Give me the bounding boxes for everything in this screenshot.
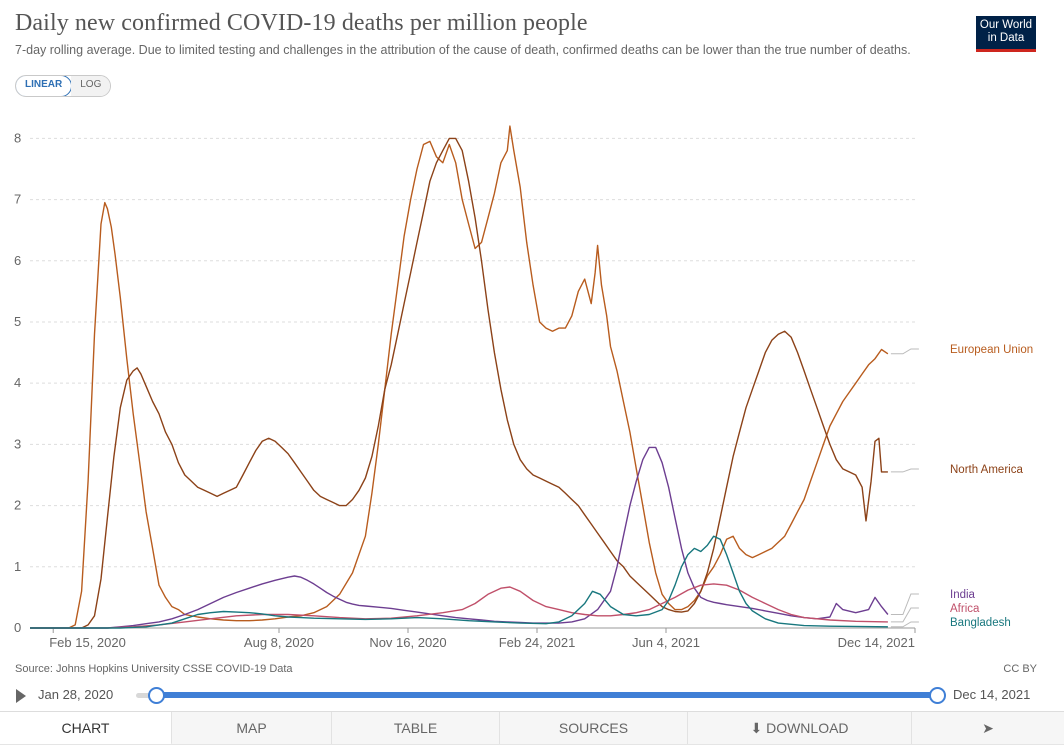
tab-map[interactable]: MAP bbox=[172, 712, 332, 745]
x-tick-label: Nov 16, 2020 bbox=[369, 635, 446, 650]
linear-scale-button[interactable]: LINEAR bbox=[16, 76, 73, 96]
tab-download-label: DOWNLOAD bbox=[766, 720, 849, 736]
end-label: Africa bbox=[950, 603, 980, 615]
source-note[interactable]: Source: Johns Hopkins University CSSE CO… bbox=[15, 663, 293, 675]
x-tick-label: Jun 4, 2021 bbox=[632, 635, 700, 650]
download-icon: ⬇ bbox=[750, 720, 763, 736]
tab-download[interactable]: ⬇ DOWNLOAD bbox=[688, 712, 912, 745]
end-label: India bbox=[950, 589, 976, 601]
y-tick-label: 5 bbox=[14, 314, 21, 329]
end-label: Bangladesh bbox=[950, 617, 1011, 629]
scale-toggle: LINEAR LOG bbox=[15, 75, 112, 97]
tab-chart[interactable]: CHART bbox=[0, 712, 172, 745]
tab-sources[interactable]: SOURCES bbox=[500, 712, 688, 745]
x-tick-label: Dec 14, 2021 bbox=[838, 635, 915, 650]
y-tick-label: 8 bbox=[14, 130, 21, 145]
license-link[interactable]: CC BY bbox=[1003, 663, 1037, 675]
end-label: North America bbox=[950, 464, 1023, 476]
y-tick-label: 7 bbox=[14, 192, 21, 207]
y-tick-label: 0 bbox=[14, 620, 21, 635]
end-label-connector bbox=[890, 348, 919, 355]
chart-title: Daily new confirmed COVID-19 deaths per … bbox=[15, 10, 588, 36]
bottom-border bbox=[0, 744, 1064, 756]
play-icon[interactable] bbox=[16, 689, 26, 703]
y-tick-label: 6 bbox=[14, 253, 21, 268]
y-tick-label: 1 bbox=[14, 559, 21, 574]
end-label-connector bbox=[890, 593, 919, 616]
tab-table[interactable]: TABLE bbox=[332, 712, 500, 745]
y-tick-label: 4 bbox=[14, 375, 21, 390]
end-label-connector bbox=[890, 607, 919, 623]
timeline: Jan 28, 2020 Dec 14, 2021 bbox=[0, 680, 1064, 710]
x-tick-label: Feb 24, 2021 bbox=[499, 635, 576, 650]
series-line-africa bbox=[30, 583, 888, 629]
series-line-european-union bbox=[30, 125, 889, 629]
end-label-connector bbox=[890, 468, 919, 473]
line-chart: 0 1 2 3 4 5 6 7 8 Feb 15, 2020 Aug 8, 2020 Nov 16, … bbox=[14, 125, 1033, 650]
timeline-start-handle[interactable] bbox=[148, 687, 165, 704]
end-label-connector bbox=[890, 621, 919, 628]
share-icon: ➤ bbox=[982, 720, 994, 736]
logo-line-1: Our World bbox=[979, 19, 1033, 31]
logo-line-2: in Data bbox=[987, 32, 1025, 44]
series-line-north-america bbox=[30, 137, 888, 629]
timeline-end-label: Dec 14, 2021 bbox=[953, 687, 1031, 702]
end-label: European Union bbox=[950, 344, 1033, 356]
timeline-end-handle[interactable] bbox=[929, 687, 946, 704]
series-line-bangladesh bbox=[30, 535, 888, 629]
timeline-selected-range[interactable] bbox=[156, 692, 937, 698]
tab-bar: CHART MAP TABLE SOURCES ⬇ DOWNLOAD ➤ bbox=[0, 711, 1064, 745]
x-tick-label: Feb 15, 2020 bbox=[49, 635, 126, 650]
owid-logo[interactable]: Our World in Data bbox=[976, 16, 1036, 52]
y-tick-label: 2 bbox=[14, 498, 21, 513]
tab-share[interactable]: ➤ bbox=[912, 712, 1064, 745]
y-tick-label: 3 bbox=[14, 436, 21, 451]
log-scale-button[interactable]: LOG bbox=[71, 76, 111, 96]
x-tick-label: Aug 8, 2020 bbox=[244, 635, 314, 650]
timeline-start-label: Jan 28, 2020 bbox=[38, 687, 114, 702]
chart-subtitle: 7-day rolling average. Due to limited te… bbox=[15, 43, 911, 57]
